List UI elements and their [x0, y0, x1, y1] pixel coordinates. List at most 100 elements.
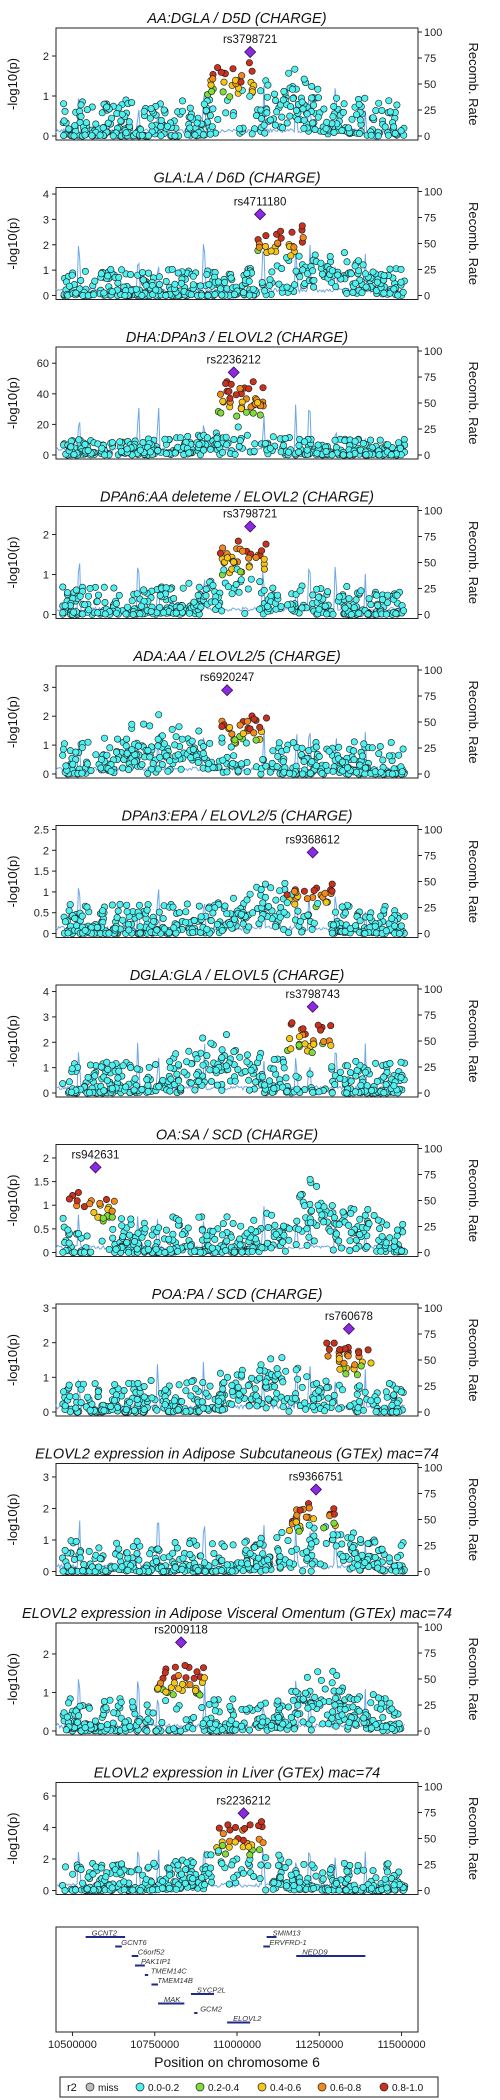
snp-point — [394, 291, 402, 299]
snp-point — [107, 265, 115, 273]
y2-tick-label: 0 — [424, 1407, 430, 1419]
snp-point — [260, 121, 268, 129]
snp-point — [194, 591, 202, 599]
snp-point — [289, 1696, 297, 1704]
snp-point — [175, 1216, 183, 1224]
snp-point — [198, 1398, 206, 1406]
y-tick-label: 3 — [43, 682, 49, 694]
snp-point — [361, 764, 369, 772]
snp-point — [103, 1058, 111, 1066]
snp-point — [211, 1559, 219, 1567]
snp-point — [343, 1062, 351, 1070]
snp-point — [345, 595, 353, 603]
snp-point — [217, 390, 225, 398]
snp-point — [298, 222, 306, 230]
snp-point — [310, 283, 318, 291]
y-tick-label: 2 — [43, 1854, 49, 1866]
snp-point — [385, 752, 393, 760]
snp-point — [59, 1567, 67, 1575]
snp-point — [85, 606, 93, 614]
snp-point — [165, 1235, 173, 1243]
lead-snp-marker — [227, 366, 240, 379]
snp-point — [384, 131, 392, 139]
snp-point — [187, 291, 195, 299]
snp-point — [307, 1540, 315, 1548]
snp-point — [266, 444, 274, 452]
snp-point — [133, 1396, 141, 1404]
snp-point — [201, 1674, 209, 1682]
snp-point — [110, 584, 118, 592]
snp-point — [237, 576, 245, 584]
snp-point — [108, 1207, 116, 1215]
snp-point — [231, 1077, 239, 1085]
snp-point — [275, 739, 283, 747]
snp-point — [321, 602, 329, 610]
snp-point — [218, 1231, 226, 1239]
snp-point — [211, 1235, 219, 1243]
snp-point — [310, 1237, 318, 1245]
y2-tick-label: 50 — [424, 1196, 436, 1208]
snp-point — [375, 750, 383, 758]
snp-point — [234, 423, 242, 431]
snp-point — [133, 1537, 141, 1545]
y-tick-label: 3 — [43, 1472, 49, 1484]
snp-point — [371, 922, 379, 930]
lead-snp-label: rs4711180 — [234, 196, 287, 208]
y2-tick-label: 0 — [424, 929, 430, 941]
snp-point — [130, 1086, 138, 1094]
snp-point — [115, 1067, 123, 1075]
snp-point — [356, 761, 364, 769]
snp-point — [62, 762, 70, 770]
snp-point — [223, 768, 231, 776]
snp-point — [347, 1229, 355, 1237]
snp-point — [320, 1218, 328, 1226]
snp-point — [283, 119, 291, 127]
snp-point — [299, 1567, 307, 1575]
snp-point — [255, 243, 263, 251]
snp-point — [248, 130, 256, 138]
snp-point — [81, 926, 89, 934]
snp-point — [197, 1552, 205, 1560]
snp-point — [97, 1063, 105, 1071]
snp-point — [271, 97, 279, 105]
snp-point — [330, 1391, 338, 1399]
snp-point — [367, 1359, 375, 1367]
snp-point — [401, 912, 409, 920]
snp-point — [93, 923, 101, 931]
snp-point — [219, 448, 227, 456]
y2-axis-label: Recomb. Rate — [466, 1318, 481, 1401]
snp-point — [109, 1719, 117, 1727]
snp-point — [360, 740, 368, 748]
snp-point — [300, 75, 308, 83]
snp-point — [171, 1539, 179, 1547]
snp-point — [384, 591, 392, 599]
snp-point — [128, 720, 136, 728]
lead-snp-label: rs942631 — [72, 1149, 120, 1161]
snp-point — [341, 604, 349, 612]
snp-point — [226, 920, 234, 928]
snp-point — [360, 1714, 368, 1722]
snp-point — [187, 1079, 195, 1087]
snp-point — [245, 923, 253, 931]
snp-point — [95, 591, 103, 599]
snp-point — [236, 1053, 244, 1061]
snp-point — [146, 1550, 154, 1558]
snp-point — [248, 1374, 256, 1382]
snp-point — [108, 288, 116, 296]
snp-point — [391, 129, 399, 137]
snp-point — [296, 917, 304, 925]
snp-point — [259, 384, 267, 392]
snp-point — [66, 1392, 74, 1400]
snp-point — [124, 603, 132, 611]
snp-point — [207, 917, 215, 925]
snp-point — [262, 1886, 270, 1894]
snp-point — [87, 1248, 95, 1256]
snp-point — [127, 1215, 135, 1223]
y2-tick-label: 0 — [424, 610, 430, 622]
snp-point — [253, 1402, 261, 1410]
snp-point — [80, 1248, 88, 1256]
panel-title: ADA:AA / ELOVL2/5 (CHARGE) — [132, 649, 340, 665]
snp-point — [374, 1564, 382, 1572]
snp-point — [237, 78, 245, 86]
snp-point — [75, 1712, 83, 1720]
